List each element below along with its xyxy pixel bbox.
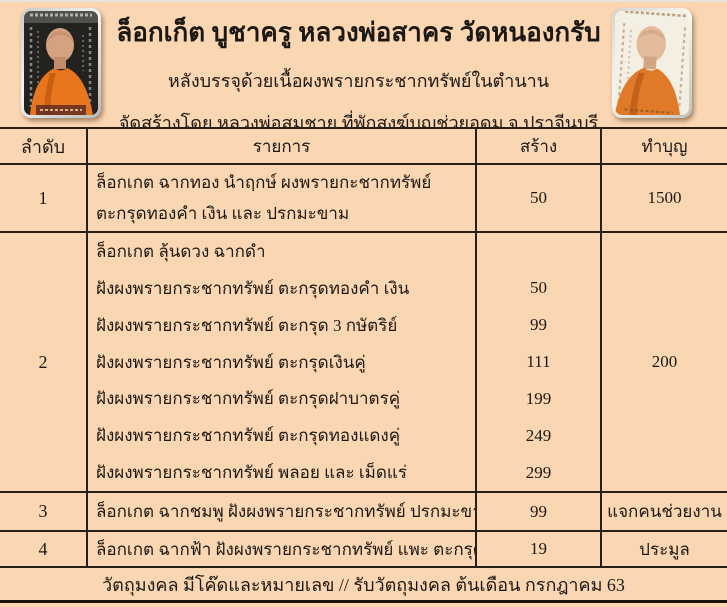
monk-portrait-dark: [24, 11, 98, 115]
subline: ล็อกเกต ลุ้นดวง ฉากดำ: [88, 233, 602, 270]
item-line: ฝังผงพรายกระชากทรัพย์ ตะกรุดทองคำ เงิน: [88, 269, 477, 307]
col-header-no: ลำดับ: [0, 129, 88, 163]
item-line: ล็อกเกต ลุ้นดวง ฉากดำ: [88, 233, 477, 270]
row-donation: 1500: [647, 188, 682, 207]
item-line: ฝังผงพรายกระชากทรัพย์ พลอย และ เม็ดแร่: [88, 454, 477, 492]
subline-made-count: 249: [477, 417, 602, 455]
item-line: ฝังผงพรายกระชากทรัพย์ ตะกรุดฝาบาตรคู่: [88, 380, 477, 418]
top-edge-strip: [0, 0, 727, 2]
subline-made-count: 199: [477, 380, 602, 418]
poster-subtitle-filling: หลังบรรจุด้วยเนื้อผงพรายกระชากทรัพย์ในตำ…: [167, 71, 550, 91]
row-donation: 200: [651, 352, 678, 371]
subline: ฝังผงพรายกระชากทรัพย์ ตะกรุดทองแดงคู่ 24…: [88, 417, 602, 455]
footer-note: วัตถุมงคล มีโค๊ดและหมายเลข // รับวัตถุมง…: [0, 568, 727, 603]
table-row: 3 ล็อกเกต ฉากชมพู ฝังผงพรายกระชากทรัพย์ …: [0, 493, 727, 532]
locket-photo-light: [615, 11, 689, 115]
table-row: 4 ล็อกเกต ฉากฟ้า ฝังผงพรายกระชากทรัพย์ แ…: [0, 532, 727, 568]
item-line: ฝังผงพรายกระชากทรัพย์ ตะกรุด 3 กษัตริย์: [88, 306, 477, 344]
subline-made-count: 99: [477, 306, 602, 344]
row-donation: ประมูล: [639, 539, 690, 559]
table-row: 1 ล็อกเกต ฉากทอง นำฤกษ์ ผงพรายกะชากทรัพย…: [0, 165, 727, 233]
table-header-row: ลำดับ รายการ สร้าง ทำบุญ: [0, 129, 727, 165]
row-item-cell: ล็อกเกต ฉากชมพู ฝังผงพรายกระชากทรัพย์ ปร…: [88, 493, 477, 530]
subline-made-count: [477, 233, 602, 270]
monk-locket-photo-light-icon: [612, 8, 692, 118]
row-no: 4: [0, 532, 88, 566]
row-no: 2: [0, 233, 88, 491]
subline-made-count: 111: [477, 343, 602, 381]
subline: ฝังผงพรายกระชากทรัพย์ ตะกรุดฝาบาตรคู่ 19…: [88, 380, 602, 418]
row-no: 3: [0, 493, 88, 530]
poster-header: ล็อกเก็ต บูชาครู หลวงพ่อสาคร วัดหนองกรับ…: [0, 2, 727, 133]
locket-photo-dark: [24, 11, 98, 115]
subline: ฝังผงพรายกระชากทรัพย์ ตะกรุดเงินคู่ 111: [88, 343, 602, 381]
row-made-count: 99: [477, 493, 602, 530]
row-item-cell: ล็อกเกต ฉากทอง นำฤกษ์ ผงพรายกะชากทรัพย์ …: [88, 165, 477, 231]
col-header-made: สร้าง: [477, 129, 602, 163]
row-made-count: 19: [477, 532, 602, 566]
header-titles: ล็อกเก็ต บูชาครู หลวงพ่อสาคร วัดหนองกรับ…: [108, 2, 609, 133]
poster-title: ล็อกเก็ต บูชาครู หลวงพ่อสาคร วัดหนองกรับ: [116, 18, 601, 47]
row-item-cell: ล็อกเกต ฉากฟ้า ฝังผงพรายกระชากทรัพย์ แพะ…: [88, 532, 477, 566]
item-line: ฝังผงพรายกระชากทรัพย์ ตะกรุดเงินคู่: [88, 343, 477, 381]
table-row: 2 ล็อกเกต ลุ้นดวง ฉากดำ ฝังผงพรายกระชากท…: [0, 233, 727, 493]
col-header-donation: ทำบุญ: [641, 136, 688, 156]
row-made-count: 50: [477, 165, 602, 231]
subline-made-count: 299: [477, 454, 602, 492]
monk-locket-photo-dark-icon: [21, 8, 101, 118]
subline: ฝังผงพรายกระชากทรัพย์ ตะกรุดทองคำ เงิน 5…: [88, 269, 602, 307]
col-header-item: รายการ: [88, 129, 477, 163]
price-table: ลำดับ รายการ สร้าง ทำบุญ 1 ล็อกเกต ฉากทอ…: [0, 127, 727, 603]
item-line: ฝังผงพรายกระชากทรัพย์ ตะกรุดทองแดงคู่: [88, 417, 477, 455]
item-line: ล็อกเกต ฉากทอง นำฤกษ์ ผงพรายกะชากทรัพย์: [96, 173, 432, 192]
row-no: 1: [0, 165, 88, 231]
subline-made-count: 50: [477, 269, 602, 307]
subline: ฝังผงพรายกระชากทรัพย์ ตะกรุด 3 กษัตริย์ …: [88, 306, 602, 344]
item-line: ล็อกเกต ฉากฟ้า ฝังผงพรายกระชากทรัพย์ แพะ…: [96, 539, 475, 559]
row-donation: แจกคนช่วยงาน: [607, 502, 722, 521]
subline: ฝังผงพรายกระชากทรัพย์ พลอย และ เม็ดแร่ 2…: [88, 454, 602, 492]
monk-portrait-light: [615, 11, 687, 115]
item-line: ตะกรุดทองคำ เงิน และ ปรกมะขาม: [96, 204, 350, 223]
item-line: ล็อกเกต ฉากชมพู ฝังผงพรายกระชากทรัพย์ ปร…: [96, 502, 475, 521]
row-sublines: ล็อกเกต ลุ้นดวง ฉากดำ ฝังผงพรายกระชากทรั…: [88, 233, 602, 492]
